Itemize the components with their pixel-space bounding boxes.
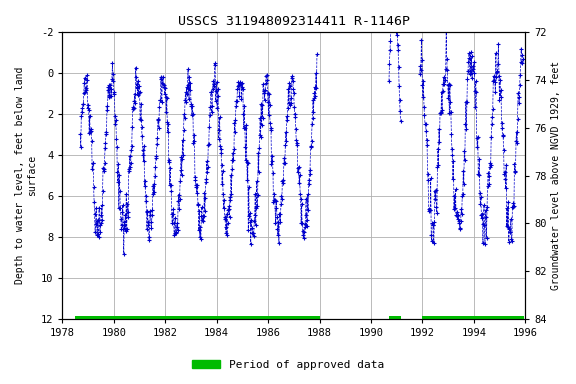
Title: USSCS 311948092314411 R-1146P: USSCS 311948092314411 R-1146P	[178, 15, 410, 28]
Y-axis label: Groundwater level above NGVD 1929, feet: Groundwater level above NGVD 1929, feet	[551, 61, 561, 290]
Y-axis label: Depth to water level, feet below land
surface: Depth to water level, feet below land su…	[15, 67, 37, 284]
Legend: Period of approved data: Period of approved data	[188, 356, 388, 375]
